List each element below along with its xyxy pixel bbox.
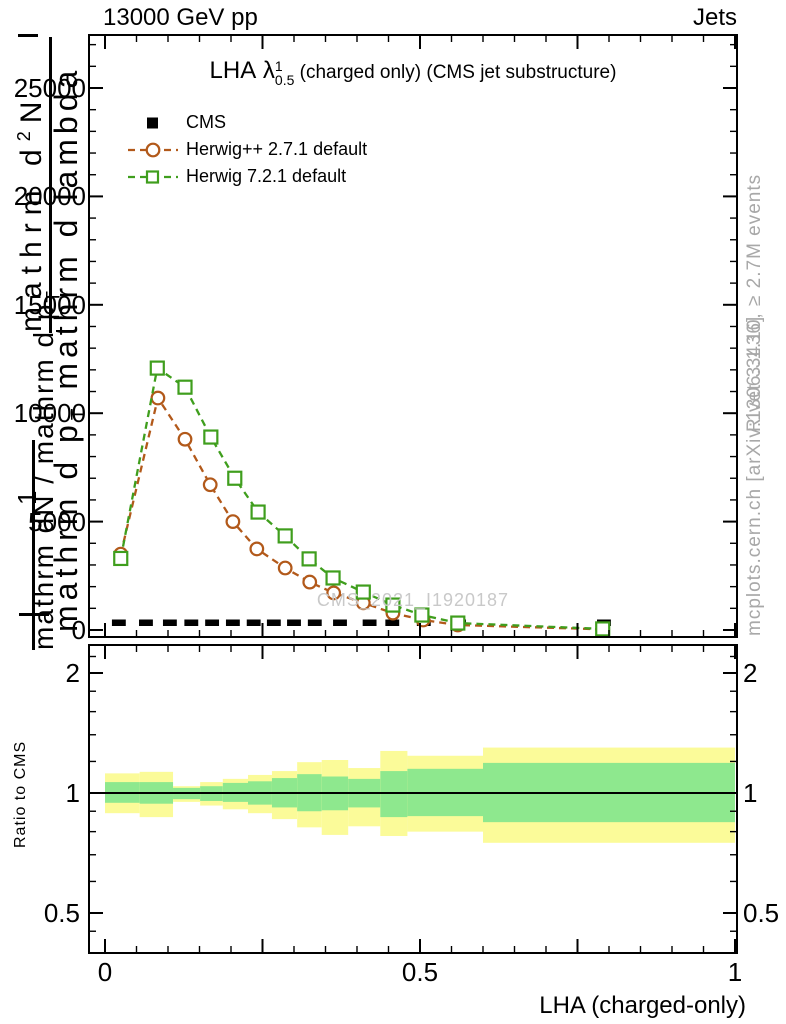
ratio-tick-label-left: 0.5 [43,898,80,928]
title-lambda-symbol: λ [262,57,275,84]
legend-label-herwigpp: Herwig++ 2.7.1 default [186,139,368,159]
ratio-tick-label-right: 1 [743,778,758,808]
y-axis-tick-label: 0 [71,615,86,645]
title-qualifier: (charged only) (CMS jet substructure) [299,62,617,83]
beam-energy-label: 13000 GeV pp [103,4,258,31]
ylabel-fraction-bar-vertical-2 [49,37,52,333]
legend-label-cms: CMS [186,112,226,132]
x-axis-tick-label: 1 [727,957,743,987]
ylabel-fraction-bar-bottom [19,613,49,616]
ratio-tick-label-left: 2 [65,658,80,688]
title-superscript: 1 [274,58,283,74]
title-lambda-indices: 1 0.5 [275,59,294,87]
legend-label-herwig7: Herwig 7.2.1 default [186,166,347,186]
ylabel-fraction-bar-vertical-1 [32,440,35,650]
title-subscript: 0.5 [274,72,295,88]
y-axis-tick-label: 20000 [13,181,86,212]
analysis-id-watermark: CMS_2021_I1920187 [316,590,510,610]
x-axis-tick-label: 0 [97,957,113,987]
title-observable: LHA [209,57,257,84]
plot-title: LHA λ 1 0.5 (charged only) (CMS jet substr… [89,57,737,87]
ratio-tick-label-right: 2 [743,658,758,688]
x-axis-title: LHA (charged-only) [539,992,746,1019]
y-axis-tick-label: 5000 [28,506,86,537]
y-axis-tick-label: 15000 [13,289,86,320]
analysis-group-label: Jets [692,4,737,31]
ratio-tick-label-right: 0.5 [743,898,780,928]
ylabel-fraction-bar-top [18,34,38,37]
mcplots-arxiv-label: mcplots.cern.ch [arXiv:1306.3436] [744,315,765,636]
y-axis-tick-label: 25000 [13,73,86,103]
ratio-tick-label-left: 1 [65,778,80,808]
x-axis-tick-label: 0.5 [401,957,439,987]
y-axis-tick-label: 10000 [13,398,86,429]
